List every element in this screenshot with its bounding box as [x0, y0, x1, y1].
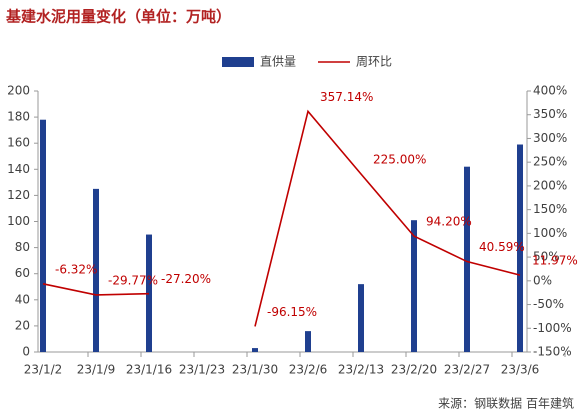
y2-tick-label: 400%	[533, 84, 567, 98]
x-tick-label: 23/2/13	[338, 363, 384, 377]
x-tick-label: 23/3/6	[501, 363, 540, 377]
bar	[40, 119, 46, 353]
source: 来源：钢联数据 百年建筑	[438, 396, 574, 411]
y-tick-label: 40	[15, 292, 30, 306]
x-tick-label: 23/2/20	[391, 363, 437, 377]
line	[42, 109, 521, 327]
legend-label: 周环比	[356, 55, 392, 69]
bar	[464, 166, 470, 352]
y-tick-label: 120	[7, 188, 30, 202]
x-tick-label: 23/1/23	[179, 363, 225, 377]
bar	[252, 348, 258, 352]
y2-tick-label: -150%	[533, 345, 572, 359]
data-label: -6.32%	[55, 262, 97, 276]
y2-tick-label: 150%	[533, 202, 567, 216]
y2-tick-label: 50%	[533, 250, 560, 264]
data-label: -27.20%	[161, 272, 211, 286]
y-tick-label: 140	[7, 162, 30, 176]
y2-tick-label: 350%	[533, 107, 567, 121]
data-label: 357.14%	[320, 90, 373, 104]
chart-title: 基建水泥用量变化（单位：万吨）	[5, 8, 231, 26]
legend-label: 直供量	[260, 55, 296, 69]
bar	[146, 234, 152, 352]
x-tick-label: 23/1/2	[24, 363, 63, 377]
y-tick-label: 60	[15, 266, 30, 280]
y2-tick-label: 200%	[533, 178, 567, 192]
x-tick-label: 23/1/30	[232, 363, 278, 377]
x-tick-label: 23/1/16	[126, 363, 172, 377]
y-tick-label: 0	[22, 345, 30, 359]
y2-tick-label: 250%	[533, 155, 567, 169]
y2-tick-label: -50%	[533, 297, 564, 311]
bar	[93, 188, 99, 352]
x-tick-label: 23/2/27	[444, 363, 490, 377]
y2-tick-label: -100%	[533, 321, 572, 335]
data-label: -96.15%	[267, 305, 317, 319]
y-tick-label: 20	[15, 318, 30, 332]
data-label: 94.20%	[426, 215, 472, 229]
y-tick-label: 80	[15, 240, 30, 254]
y-tick-label: 200	[7, 84, 30, 98]
bar	[358, 284, 364, 352]
data-label: 225.00%	[373, 153, 426, 167]
y2-tick-label: 100%	[533, 226, 567, 240]
data-label: -29.77%	[108, 273, 158, 287]
bar	[411, 220, 417, 352]
y-tick-label: 160	[7, 136, 30, 150]
y2-tick-label: 0%	[533, 273, 552, 287]
bar	[517, 144, 523, 352]
y2-tick-label: 300%	[533, 131, 567, 145]
data-label: 11.97%	[532, 254, 578, 268]
y-tick-label: 100	[7, 214, 30, 228]
bar	[305, 331, 311, 352]
x-tick-label: 23/2/6	[289, 363, 328, 377]
legend-swatch	[222, 57, 254, 67]
x-tick-label: 23/1/9	[77, 363, 116, 377]
data-label: 40.59%	[479, 240, 525, 254]
y-tick-label: 180	[7, 110, 30, 124]
